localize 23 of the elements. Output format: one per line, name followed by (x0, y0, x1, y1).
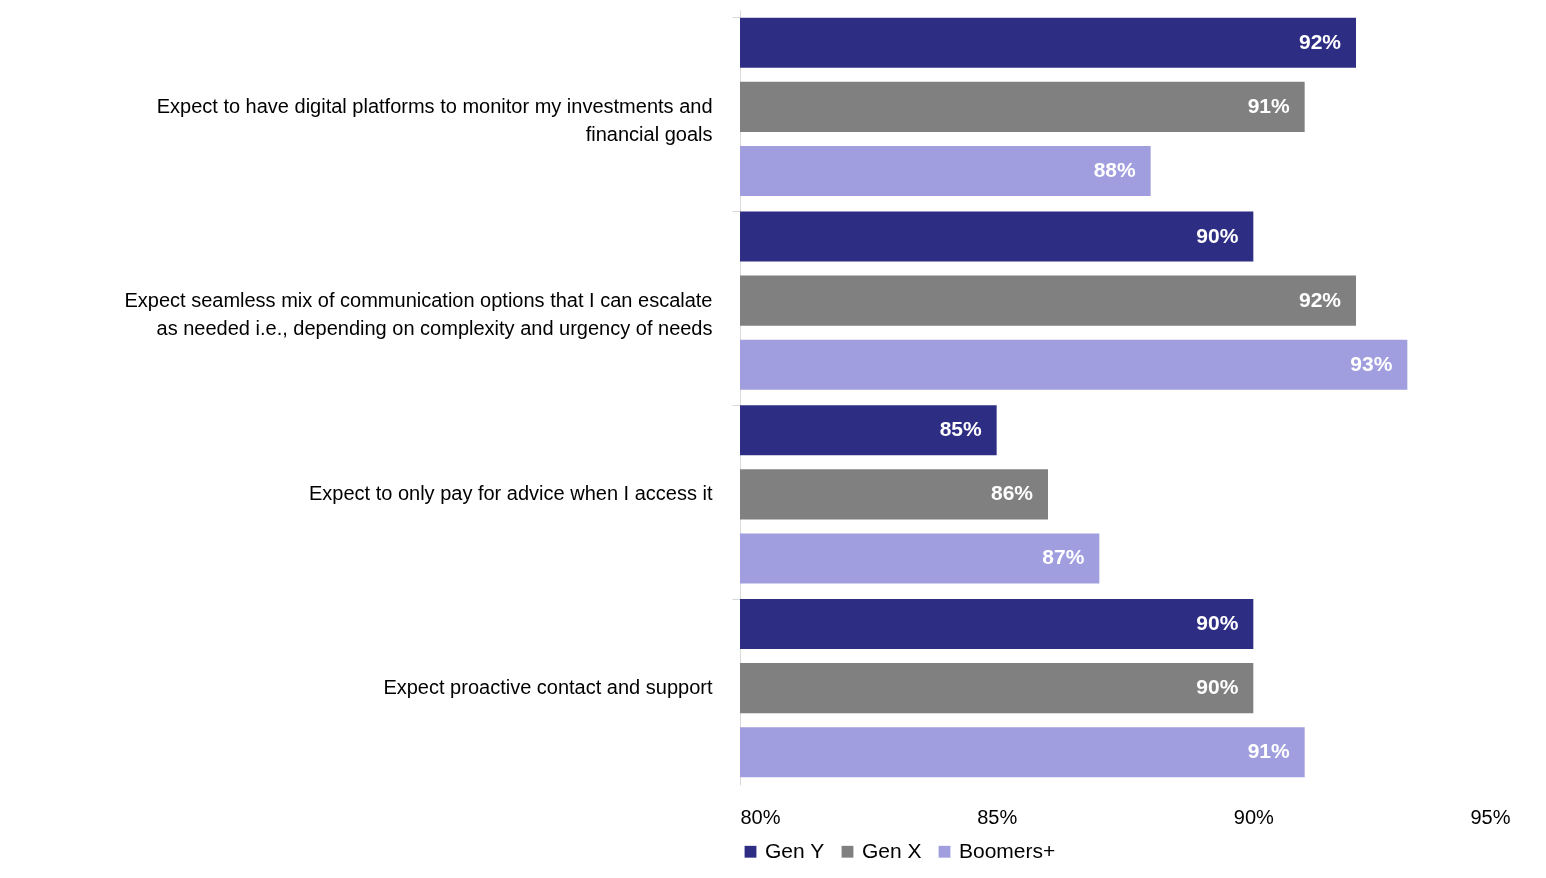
data-label: 92% (1298, 287, 1342, 311)
data-label: 91% (1247, 739, 1290, 763)
legend-label: Gen Y (765, 838, 825, 862)
legend-label: Boomers+ (959, 838, 1056, 862)
x-tick-label: 85% (977, 805, 1018, 828)
legend-label: Gen X (862, 838, 922, 862)
x-tick-label: 80% (740, 805, 781, 828)
data-label: 90% (1196, 675, 1239, 699)
data-label: 93% (1350, 351, 1393, 375)
data-label: 90% (1196, 611, 1239, 635)
data-label: 91% (1247, 93, 1290, 117)
y-tick-label: Expect to have digital platforms to monitor my investments and financial goals (156, 94, 713, 145)
y-tick-label: Expect seamless mix of communication options that I can escalate as needed i.e., depending on complexity and urgency of needs (124, 288, 713, 339)
y-tick-label: Expect proactive contact and support (383, 676, 713, 699)
data-label: 86% (990, 481, 1034, 505)
data-label: 85% (939, 417, 982, 441)
data-label: 88% (1093, 157, 1136, 181)
data-label: 90% (1196, 223, 1239, 247)
x-tick-label: 90% (1233, 805, 1275, 828)
y-tick-label: Expect to only pay for advice when I access it (308, 482, 713, 505)
x-tick-label: 95% (1470, 805, 1511, 828)
data-label: 92% (1298, 29, 1342, 53)
data-label: 87% (1042, 545, 1085, 569)
